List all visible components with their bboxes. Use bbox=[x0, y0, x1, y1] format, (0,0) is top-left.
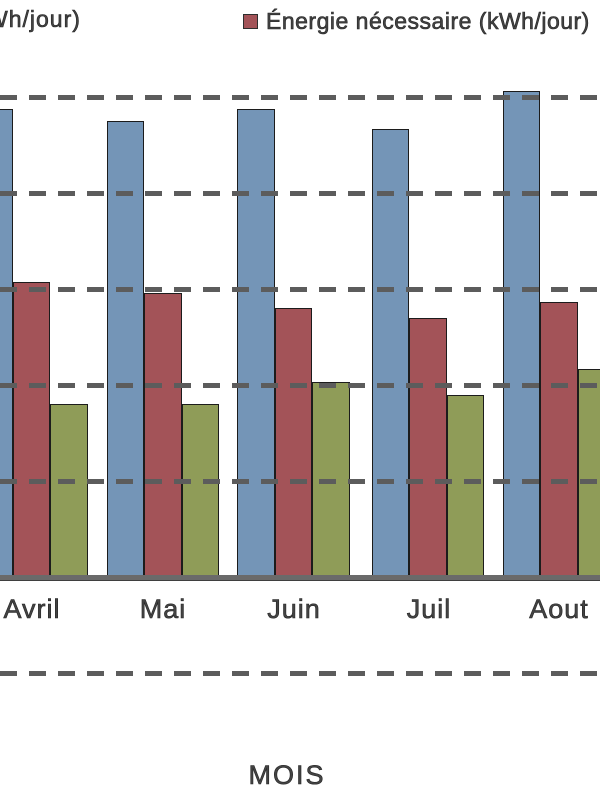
gridline-unit--1 bbox=[0, 670, 600, 676]
gridline-unit-1 bbox=[0, 478, 600, 484]
bar-energie-necessaire-mai bbox=[144, 292, 182, 577]
bar-energie-necessaire-avril bbox=[12, 282, 50, 577]
legend-item-energie-necessaire: Énergie nécessaire (kWh/jour) bbox=[243, 8, 590, 35]
bar-production-avril bbox=[0, 108, 13, 577]
gridline-unit-2 bbox=[0, 382, 600, 388]
bar-production-juil bbox=[371, 128, 410, 577]
x-axis-title: MOIS bbox=[248, 760, 326, 791]
x-axis-label-aout: Aout bbox=[529, 594, 589, 625]
x-axis-label-avril: Avril bbox=[3, 594, 61, 625]
bar-series3-green-mai bbox=[181, 404, 220, 577]
gridline-unit-4 bbox=[0, 190, 600, 196]
bar-production-mai bbox=[106, 121, 145, 577]
x-axis-label-juin: Juin bbox=[267, 594, 321, 625]
bar-series3-green-juil bbox=[446, 394, 485, 577]
legend-label-energie-necessaire: Énergie nécessaire (kWh/jour) bbox=[266, 8, 590, 35]
bar-energie-necessaire-juin bbox=[274, 308, 313, 577]
bar-series3-green-aout bbox=[577, 368, 600, 577]
x-axis-line bbox=[0, 575, 600, 580]
legend-swatch-red-icon bbox=[243, 14, 258, 29]
legend-item-left-cropped: Wh/jour) bbox=[0, 6, 81, 33]
bar-energie-necessaire-juil bbox=[409, 317, 447, 577]
bar-series3-green-avril bbox=[50, 404, 88, 577]
gridline-unit-3 bbox=[0, 286, 600, 292]
bar-production-aout bbox=[502, 91, 541, 577]
bar-energie-necessaire-aout bbox=[540, 302, 578, 577]
x-axis-label-juil: Juil bbox=[406, 594, 452, 625]
gridline-unit-5 bbox=[0, 94, 600, 100]
bar-production-juin bbox=[237, 108, 275, 577]
x-axis-label-mai: Mai bbox=[139, 594, 187, 625]
